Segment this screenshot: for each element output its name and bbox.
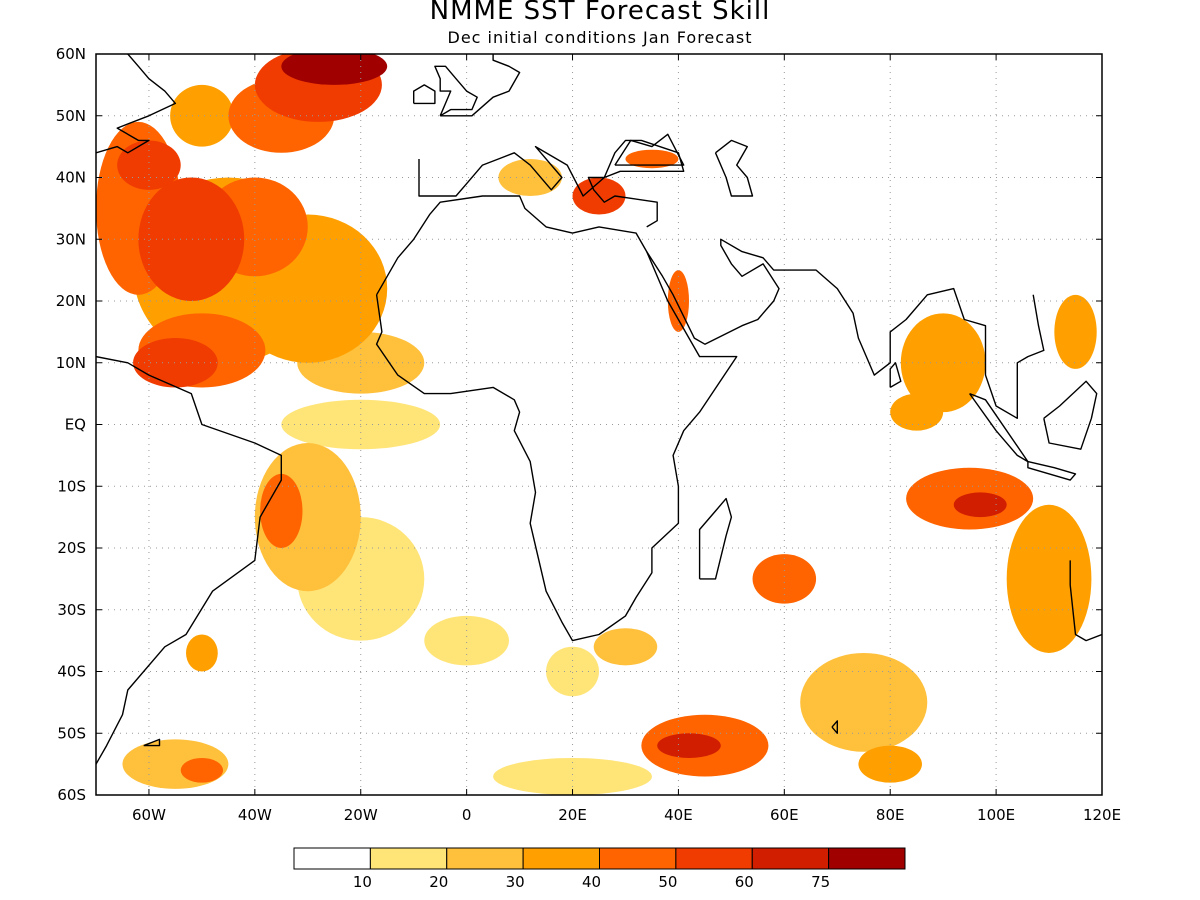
coastline-black-sea bbox=[614, 133, 685, 166]
coastline-uk bbox=[434, 65, 478, 117]
coastline-europe bbox=[418, 139, 685, 228]
legend-swatch bbox=[369, 847, 448, 870]
y-tick-label: 30S bbox=[57, 601, 86, 619]
skill-region bbox=[625, 149, 679, 169]
x-tick-label: 120E bbox=[1083, 806, 1121, 824]
x-tick-label: 80E bbox=[876, 806, 905, 824]
x-tick-label: 20E bbox=[558, 806, 587, 824]
y-tick-label: 40S bbox=[57, 663, 86, 681]
y-tick-label: 20N bbox=[56, 292, 86, 310]
x-tick-label: 40W bbox=[238, 806, 272, 824]
skill-region bbox=[1006, 504, 1092, 653]
x-tick-label: 40E bbox=[664, 806, 693, 824]
skill-region bbox=[953, 492, 1007, 518]
coastline-arabia bbox=[646, 238, 1045, 419]
skill-region bbox=[424, 615, 509, 666]
skill-region bbox=[546, 646, 599, 697]
legend-swatch bbox=[446, 847, 524, 870]
skill-region bbox=[281, 54, 388, 85]
legend-swatch bbox=[828, 847, 906, 870]
chart-title: NMME SST Forecast Skill bbox=[429, 0, 771, 26]
legend-label: 75 bbox=[811, 873, 830, 891]
y-tick-label: 60N bbox=[56, 45, 86, 63]
color-legend: 10 20 30 40 50 60 75 bbox=[293, 847, 906, 891]
y-tick-label: 20S bbox=[57, 539, 86, 557]
legend-label: 50 bbox=[658, 873, 677, 891]
coastline-australia bbox=[1069, 560, 1102, 642]
skill-region bbox=[752, 554, 817, 604]
legend-swatch bbox=[599, 847, 677, 870]
skill-region bbox=[180, 757, 224, 783]
skill-region bbox=[1054, 294, 1097, 369]
y-tick-label: 40N bbox=[56, 169, 86, 187]
coastline-ireland bbox=[413, 84, 436, 105]
y-tick-label: 60S bbox=[57, 786, 86, 804]
coastline-falklands bbox=[143, 738, 161, 747]
legend-swatch bbox=[293, 847, 371, 870]
legend-label: 60 bbox=[735, 873, 754, 891]
x-tick-label: 100E bbox=[977, 806, 1015, 824]
skill-region bbox=[800, 652, 928, 752]
x-tick-label: 0 bbox=[462, 806, 472, 824]
y-tick-label: EQ bbox=[65, 416, 86, 434]
coastline-sumatra bbox=[969, 392, 1029, 463]
y-tick-label: 10S bbox=[57, 477, 86, 495]
skill-region bbox=[186, 634, 218, 672]
legend-label: 40 bbox=[582, 873, 601, 891]
coastline-borneo bbox=[1043, 380, 1098, 450]
legend-swatch bbox=[522, 847, 600, 870]
legend-swatch bbox=[675, 847, 753, 870]
skill-region bbox=[170, 84, 234, 147]
legend-label: 30 bbox=[506, 873, 525, 891]
skill-region bbox=[498, 158, 562, 197]
y-tick-label: 50S bbox=[57, 724, 86, 742]
coastline-africa bbox=[375, 195, 738, 642]
axis-ticks: 60W 40W 20W 0 20E 40E 60E 80E 100E 120E 60N 50N 40N 3… bbox=[56, 45, 1121, 824]
skill-region bbox=[900, 313, 986, 413]
coastline-south-america bbox=[96, 355, 282, 765]
coastline-madagascar bbox=[698, 497, 733, 580]
skill-region bbox=[138, 177, 245, 301]
legend-label: 10 bbox=[353, 873, 372, 891]
skill-region bbox=[117, 140, 181, 190]
skill-region bbox=[858, 745, 922, 783]
skill-region bbox=[133, 338, 218, 388]
x-tick-label: 60W bbox=[132, 806, 166, 824]
coastline-srilanka bbox=[889, 362, 902, 389]
skill-region bbox=[657, 733, 721, 758]
x-tick-label: 60E bbox=[770, 806, 799, 824]
y-tick-label: 10N bbox=[56, 354, 86, 372]
coastline-caspian bbox=[714, 139, 754, 197]
legend-label: 20 bbox=[429, 873, 448, 891]
skill-region bbox=[260, 473, 303, 548]
coastline-kerguelen bbox=[831, 720, 838, 734]
x-tick-label: 20W bbox=[344, 806, 378, 824]
coastline-java bbox=[1027, 460, 1077, 481]
skill-shading-layer bbox=[96, 54, 1097, 795]
legend-swatch bbox=[751, 847, 830, 870]
chart-subtitle: Dec initial conditions Jan Forecast bbox=[447, 28, 753, 47]
y-tick-label: 30N bbox=[56, 230, 86, 248]
coastline-europe-north bbox=[440, 54, 521, 117]
coastlines-layer bbox=[96, 54, 1102, 765]
skill-region bbox=[593, 628, 658, 666]
coastline-north-america bbox=[96, 54, 177, 154]
skill-region bbox=[890, 393, 944, 431]
y-tick-label: 50N bbox=[56, 107, 86, 125]
skill-region bbox=[493, 757, 652, 795]
